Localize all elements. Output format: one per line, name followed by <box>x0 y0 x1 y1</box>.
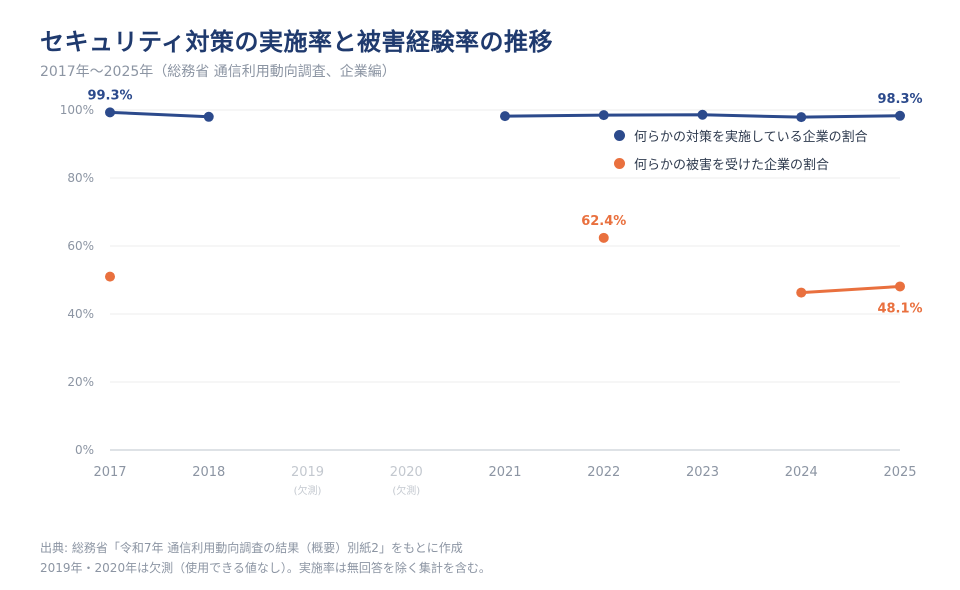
data-point-damage <box>895 281 905 292</box>
legend-label-damage: 何らかの被害を受けた企業の割合 <box>634 157 830 173</box>
legend-label-security: 何らかの対策を実施している企業の割合 <box>634 129 868 145</box>
y-tick-label: 20% <box>67 375 94 389</box>
grid-layer <box>110 109 900 383</box>
caveat-note: 2019年・2020年は欠測（使用できる値なし）。実施率は無回答を除く集計を含む… <box>40 561 491 575</box>
data-label-security: 98.3% <box>877 92 922 107</box>
data-point-damage <box>796 287 807 298</box>
x-tick-label: 2019 <box>291 465 324 480</box>
x-tick-label: 2023 <box>686 465 719 480</box>
y-tick-label: 100% <box>60 103 94 117</box>
x-tick-label: 2017 <box>93 465 126 480</box>
data-point-security <box>105 107 115 118</box>
legend-swatch-security <box>614 129 625 141</box>
x-tick-label: 2022 <box>587 465 620 480</box>
data-label-damage: 62.4% <box>581 214 626 229</box>
data-point-security <box>500 111 510 122</box>
y-tick-label: 40% <box>67 307 94 321</box>
chart-title: セキュリティ対策の実施率と被害経験率の推移 <box>40 28 554 56</box>
x-tick-label: 2024 <box>785 465 818 480</box>
y-tick-label: 0% <box>75 443 94 457</box>
chart-subtitle: 2017年〜2025年（総務省 通信利用動向調査、企業編） <box>40 64 396 80</box>
data-label-security: 99.3% <box>87 88 132 103</box>
data-point-security <box>697 109 708 120</box>
data-point-security <box>796 112 807 123</box>
data-label-damage: 48.1% <box>877 301 922 316</box>
x-tick-label: 2021 <box>488 465 521 480</box>
legend-item-security: 何らかの対策を実施している企業の割合 <box>614 121 868 149</box>
label-layer: 99.3% 98.3% 62.4% 48.1% <box>87 88 922 316</box>
data-point-damage <box>598 232 609 243</box>
data-point-security <box>203 111 214 122</box>
axis-layer: 0% 20% 40% 60% 80% 100% 2017 2018 2019 (欠測) 2020 (欠… <box>60 103 917 497</box>
x-missing-note: (欠測) <box>392 484 420 497</box>
data-point-damage <box>105 271 115 282</box>
series-layer <box>105 107 905 298</box>
series-line-damage <box>799 284 902 295</box>
x-tick-label: 2025 <box>883 465 916 480</box>
legend: 何らかの対策を実施している企業の割合 何らかの被害を受けた企業の割合 <box>614 121 868 177</box>
x-missing-note: (欠測) <box>294 484 322 497</box>
y-tick-label: 60% <box>67 239 94 253</box>
y-tick-label: 80% <box>67 171 94 185</box>
data-point-security <box>895 110 905 121</box>
footnotes: 出典: 総務省「令和7年 通信利用動向調査の結果（概要）別紙2」をもとに作成 2… <box>40 538 491 578</box>
legend-item-damage: 何らかの被害を受けた企業の割合 <box>614 149 868 177</box>
x-tick-label: 2020 <box>390 465 423 480</box>
series-line-security <box>108 110 211 119</box>
data-point-security <box>598 110 609 121</box>
source-note: 出典: 総務省「令和7年 通信利用動向調査の結果（概要）別紙2」をもとに作成 <box>40 541 463 555</box>
x-tick-label: 2018 <box>192 465 225 480</box>
legend-swatch-damage <box>614 157 625 169</box>
